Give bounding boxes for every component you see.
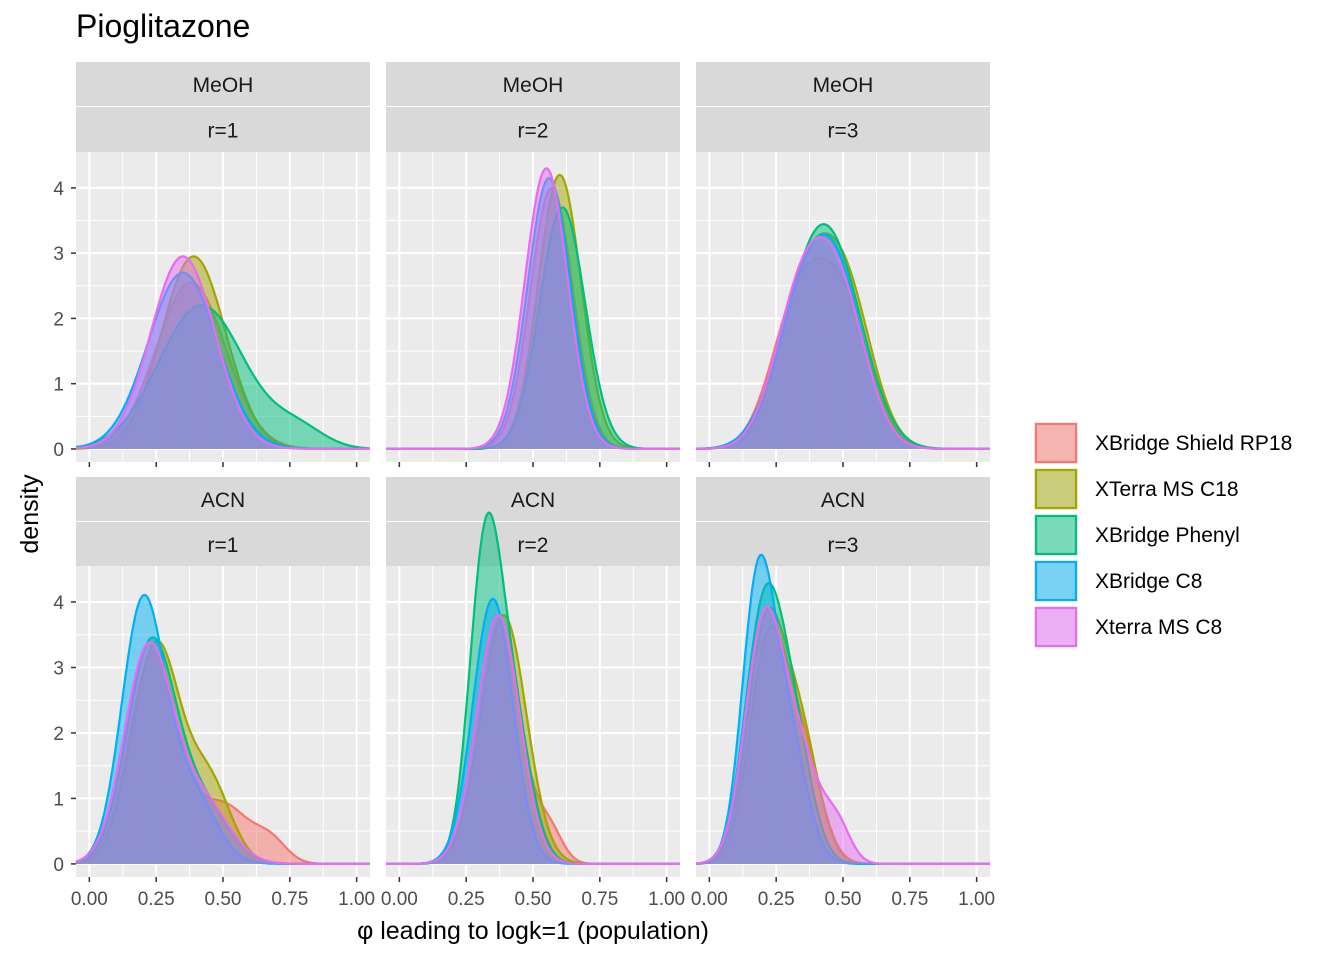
legend: XBridge Shield RP18 XTerra MS C18 XBridge … — [1034, 422, 1292, 648]
legend-swatch — [1034, 422, 1078, 464]
legend-label: XBridge C8 — [1095, 570, 1202, 593]
y-tick-label: 3 — [53, 658, 64, 679]
strip-r-label: r=3 — [828, 120, 859, 143]
density-area — [76, 642, 370, 864]
density-line — [386, 613, 680, 865]
x-tick-label: 0.25 — [138, 889, 175, 910]
x-tick-label: 0.50 — [205, 889, 242, 910]
strip-solvent-label: ACN — [511, 489, 555, 512]
strip-solvent-label: MeOH — [813, 74, 874, 97]
facet-panel — [695, 477, 990, 877]
facet-panel — [386, 477, 680, 877]
facet-panel — [386, 62, 680, 462]
legend-label: XTerra MS C18 — [1095, 478, 1239, 501]
strip-r — [76, 107, 370, 152]
facet-panel — [75, 477, 370, 877]
y-tick-label: 1 — [53, 789, 64, 810]
strip-solvent-label: MeOH — [503, 74, 564, 97]
x-tick-label: 0.25 — [758, 889, 795, 910]
legend-label: XBridge Phenyl — [1095, 524, 1240, 547]
y-tick-label: 2 — [53, 309, 64, 330]
y-tick-label: 4 — [53, 179, 64, 200]
legend-swatch — [1034, 468, 1078, 510]
density-area — [386, 615, 680, 864]
strip-solvent-label: ACN — [821, 489, 865, 512]
density-line — [386, 167, 680, 450]
legend-swatch — [1034, 560, 1078, 602]
x-tick-label: 1.00 — [338, 889, 375, 910]
x-tick-label: 0.00 — [71, 889, 108, 910]
legend-swatch — [1034, 606, 1078, 648]
x-tick-label: 0.00 — [381, 889, 418, 910]
density-area — [76, 256, 370, 449]
x-tick-label: 1.00 — [648, 889, 685, 910]
density-line — [75, 255, 370, 450]
strip-r-label: r=2 — [518, 534, 549, 557]
y-tick-label: 1 — [53, 375, 64, 396]
facet-panel — [695, 62, 990, 462]
density-line — [696, 235, 990, 450]
strip-solvent — [386, 62, 680, 106]
x-tick-label: 0.75 — [581, 889, 618, 910]
strip-r — [696, 107, 990, 152]
strip-solvent — [696, 477, 990, 521]
x-tick-label: 0.00 — [691, 889, 728, 910]
y-tick-label: 4 — [53, 593, 64, 614]
chart-title: Pioglitazone — [76, 8, 251, 44]
density-area — [696, 237, 990, 449]
x-axis-title: φ leading to logk=1 (population) — [357, 917, 709, 945]
strip-solvent-label: ACN — [201, 489, 245, 512]
density-area — [696, 606, 990, 864]
density-line — [695, 605, 990, 865]
density-area — [386, 168, 680, 449]
legend-label: Xterra MS C8 — [1095, 616, 1222, 639]
legend-label: XBridge Shield RP18 — [1095, 432, 1292, 455]
strip-r-label: r=3 — [828, 534, 859, 557]
density-line — [75, 641, 370, 865]
y-tick-label: 2 — [53, 724, 64, 745]
strip-solvent — [696, 62, 990, 106]
y-tick-label: 0 — [53, 855, 64, 876]
strip-solvent — [76, 477, 370, 521]
strip-r-label: r=1 — [208, 120, 239, 143]
y-tick-label: 0 — [53, 440, 64, 461]
x-tick-label: 1.00 — [958, 889, 995, 910]
strip-solvent — [76, 62, 370, 106]
x-tick-label: 0.50 — [825, 889, 862, 910]
strip-r-label: r=1 — [208, 534, 239, 557]
x-tick-label: 0.25 — [448, 889, 485, 910]
strip-r — [386, 522, 680, 566]
legend-swatch — [1034, 514, 1078, 556]
y-axis-title: density — [16, 474, 44, 554]
strip-solvent — [386, 477, 680, 521]
y-tick-label: 3 — [53, 244, 64, 265]
facet-panel — [75, 62, 371, 462]
x-tick-label: 0.75 — [271, 889, 308, 910]
strip-r-label: r=2 — [518, 120, 549, 143]
strip-r — [76, 522, 370, 566]
strip-r — [696, 522, 990, 566]
strip-solvent-label: MeOH — [193, 74, 254, 97]
x-tick-label: 0.75 — [891, 889, 928, 910]
x-tick-label: 0.50 — [515, 889, 552, 910]
strip-r — [386, 107, 680, 152]
